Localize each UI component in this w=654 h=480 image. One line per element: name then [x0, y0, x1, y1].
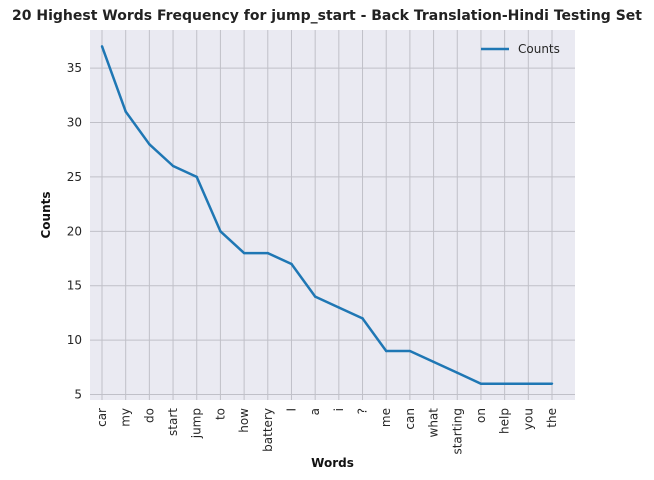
y-tick-label: 20: [67, 224, 82, 238]
data-point: [503, 382, 506, 385]
data-point: [148, 143, 151, 146]
x-axis-label: Words: [311, 456, 354, 470]
y-tick-label: 35: [67, 61, 82, 75]
y-tick-label: 15: [67, 279, 82, 293]
grid-lines: [90, 30, 575, 400]
x-tick-label: start: [166, 408, 180, 436]
data-point: [337, 306, 341, 309]
x-tick-label: the: [545, 408, 559, 428]
x-tick-label: starting: [450, 408, 464, 455]
data-point: [432, 360, 435, 364]
data-point: [408, 349, 412, 353]
y-tick-label: 30: [67, 116, 82, 130]
y-axis-label: Counts: [39, 191, 53, 238]
x-tick-label: do: [142, 408, 156, 423]
legend: Counts: [481, 42, 560, 56]
x-tick-label: what: [427, 408, 441, 438]
data-point: [171, 164, 175, 168]
y-tick-label: 25: [67, 170, 82, 184]
data-point: [361, 317, 364, 320]
x-tick-label: battery: [261, 408, 275, 452]
data-point: [290, 262, 293, 266]
x-tick-label: you: [521, 408, 535, 430]
x-tick-label: to: [213, 408, 227, 420]
x-tick-label: help: [498, 408, 512, 434]
data-point: [100, 45, 104, 48]
series-layer: [100, 45, 554, 385]
data-point: [124, 110, 127, 113]
x-tick-label: ?: [356, 408, 370, 414]
data-point: [456, 371, 459, 374]
x-tick-label: car: [95, 408, 109, 427]
series-line: [100, 45, 552, 385]
y-tick-label: 10: [67, 333, 82, 347]
data-point: [550, 382, 554, 385]
legend-label: Counts: [518, 42, 560, 56]
x-tick-label: i: [332, 408, 346, 411]
x-tick-label: can: [403, 408, 417, 430]
data-point: [266, 251, 269, 255]
data-point: [313, 295, 317, 298]
x-tick-label: my: [119, 408, 133, 427]
data-point: [195, 175, 198, 179]
y-tick-label: 5: [74, 388, 82, 402]
x-tick-label: how: [237, 408, 251, 433]
x-tick-label: I: [284, 408, 298, 412]
plot-area: [90, 30, 575, 400]
x-tick-label: a: [308, 408, 322, 415]
x-tick-label: jump: [190, 408, 204, 439]
y-axis-ticks: 5 10 15 20 25 30 35: [67, 61, 82, 401]
data-point: [479, 382, 483, 385]
data-point: [385, 349, 388, 353]
data-point: [242, 251, 246, 255]
x-tick-label: on: [474, 408, 488, 423]
chart-title: 20 Highest Words Frequency for jump_star…: [12, 8, 642, 24]
data-point: [527, 382, 530, 385]
data-point: [219, 230, 222, 233]
x-tick-label: me: [379, 408, 393, 427]
